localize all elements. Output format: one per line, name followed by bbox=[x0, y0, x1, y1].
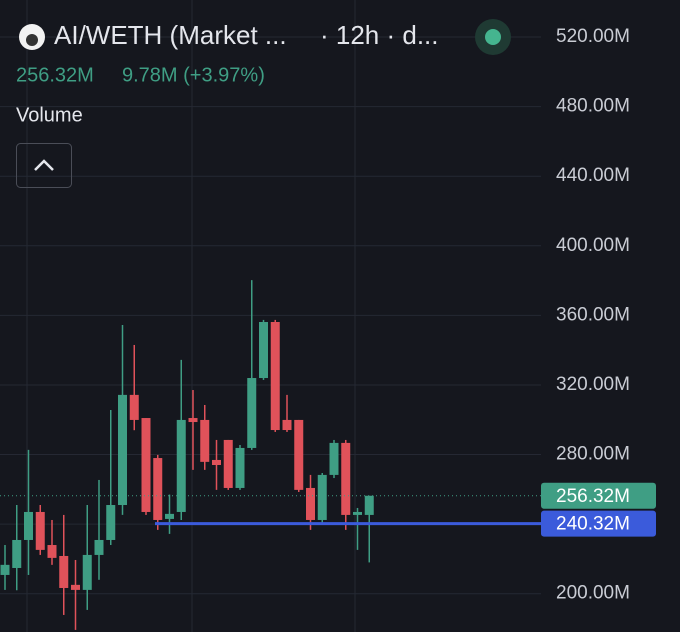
collapse-button[interactable] bbox=[16, 143, 72, 188]
price-line-box bbox=[541, 510, 656, 537]
y-tick-label: 320.00M bbox=[556, 374, 630, 395]
candle-body bbox=[317, 474, 327, 520]
candle-body bbox=[200, 419, 210, 462]
change: 9.78M (+3.97%) bbox=[122, 64, 265, 86]
y-tick-label: 440.00M bbox=[556, 165, 630, 186]
volume-label: Volume bbox=[16, 104, 83, 126]
candle-body bbox=[247, 378, 257, 448]
chevron-icon bbox=[34, 159, 54, 171]
price-line-label: 240.32M bbox=[556, 514, 630, 535]
candle-body bbox=[306, 487, 315, 520]
header: AI/WETH (Market ... · 12h · d... 256.32M… bbox=[16, 19, 511, 188]
candle-body bbox=[165, 513, 174, 519]
y-tick-label: 360.00M bbox=[556, 304, 630, 325]
candle-body bbox=[129, 394, 139, 420]
interval: · 12h · d... bbox=[320, 20, 439, 50]
candle-body bbox=[270, 322, 280, 431]
candle-body bbox=[341, 442, 351, 515]
candle-body bbox=[71, 584, 80, 590]
candle-body bbox=[294, 419, 304, 490]
y-tick-label: 400.00M bbox=[556, 235, 630, 256]
candle-body bbox=[0, 564, 10, 575]
candle-body bbox=[12, 539, 22, 568]
candle-body bbox=[282, 419, 292, 431]
candle-body bbox=[235, 447, 245, 488]
candle-body bbox=[35, 511, 45, 550]
last-price-label: 256.32M bbox=[556, 486, 630, 507]
y-tick-label: 480.00M bbox=[556, 96, 630, 117]
symbol: AI/WETH (Market ... bbox=[54, 20, 287, 50]
candle-body bbox=[329, 442, 339, 475]
plot: 200.00M240.00M280.00M320.00M360.00M400.0… bbox=[0, 26, 656, 630]
y-tick-label: 520.00M bbox=[556, 26, 630, 47]
candle-body bbox=[141, 418, 151, 512]
candle-body bbox=[223, 439, 233, 488]
y-tick-label: 200.00M bbox=[556, 583, 630, 604]
candle-body bbox=[153, 458, 163, 520]
candle-body bbox=[353, 511, 362, 515]
candle-body bbox=[364, 495, 374, 515]
candle-body bbox=[59, 555, 69, 588]
candle-body bbox=[106, 505, 116, 540]
candle-body bbox=[212, 459, 221, 465]
last-price-box bbox=[541, 482, 656, 509]
candle-body bbox=[188, 418, 198, 423]
y-tick-label: 280.00M bbox=[556, 444, 630, 465]
symbol-icon bbox=[26, 34, 38, 46]
candle-body bbox=[94, 539, 104, 555]
candle-body bbox=[82, 554, 92, 590]
candle-body bbox=[176, 419, 186, 512]
candle-body bbox=[47, 545, 57, 558]
candle-body bbox=[259, 322, 268, 379]
candle-body bbox=[118, 394, 127, 506]
candle-body bbox=[24, 511, 33, 540]
price: 256.32M bbox=[16, 64, 94, 86]
status-dot bbox=[485, 29, 501, 45]
